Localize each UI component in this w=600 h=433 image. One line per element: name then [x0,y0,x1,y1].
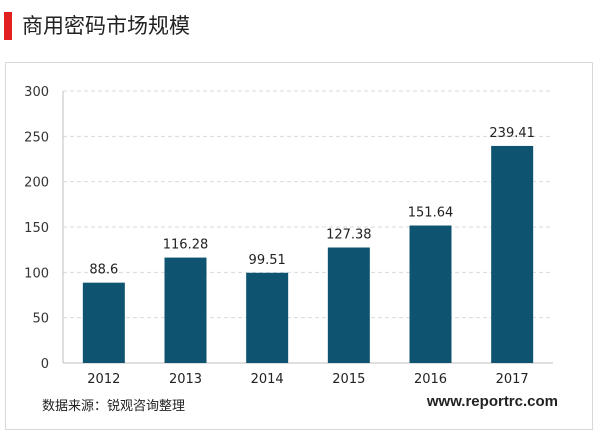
bar [327,247,370,363]
source-note: 数据来源：锐观咨询整理 [42,399,186,414]
page-title: 商用密码市场规模 [22,14,190,38]
y-tick-label: 150 [24,221,49,236]
y-tick-label: 300 [24,85,49,100]
y-tick-label: 0 [41,357,49,372]
bar [246,272,289,363]
x-tick-label: 2014 [251,372,284,387]
x-tick-label: 2012 [87,372,120,387]
data-label: 88.6 [89,263,118,278]
x-tick-label: 2017 [496,372,529,387]
data-label: 99.51 [249,253,286,268]
bar [491,145,534,363]
y-tick-label: 200 [24,176,49,191]
y-tick-label: 100 [24,266,49,281]
data-label: 127.38 [326,228,372,243]
bar [164,257,207,363]
y-tick-label: 250 [24,130,49,145]
x-tick-label: 2015 [332,372,365,387]
x-tick-label: 2016 [414,372,447,387]
data-label: 116.28 [163,238,209,253]
y-tick-label: 50 [32,312,49,327]
title-accent-bar [4,12,12,40]
data-label: 151.64 [408,206,454,221]
data-label: 239.41 [489,126,535,141]
x-tick-label: 2013 [169,372,202,387]
bar [409,225,452,363]
bar [82,282,125,363]
website-label: www.reportrc.com [426,393,558,410]
